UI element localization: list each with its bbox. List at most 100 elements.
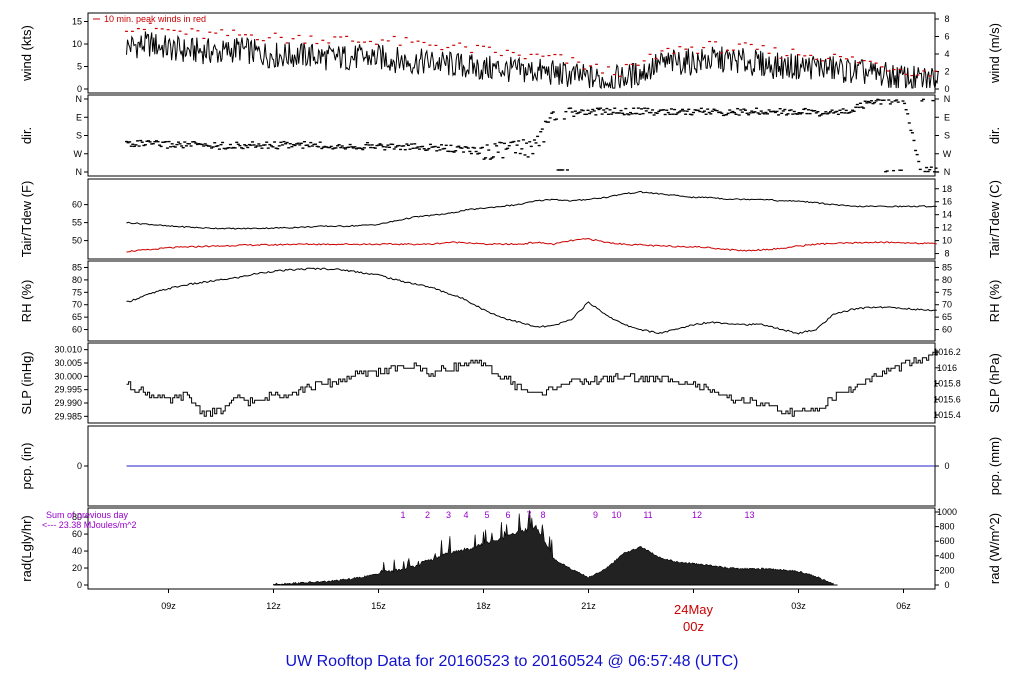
panel-frame-rad — [87, 507, 936, 590]
right-tick-label: 75 — [942, 287, 952, 297]
y-axis-label-left: Tair/Tdew (F) — [19, 181, 34, 258]
panel-frame-slp — [87, 342, 936, 424]
right-tick-label: 10 — [942, 236, 952, 246]
left-tick-label: 0 — [77, 580, 82, 590]
y-axis-label-right: dir. — [987, 127, 1002, 144]
right-tick-label: 16 — [942, 197, 952, 207]
right-tick-label: 0 — [944, 84, 949, 94]
left-tick-label: 29.990 — [54, 398, 82, 408]
hour-marker: 4 — [463, 510, 468, 520]
right-tick-label: 12 — [942, 223, 952, 233]
chart-title: UW Rooftop Data for 20160523 to 20160524… — [286, 653, 739, 670]
y-axis-label-right: rad (W/m^2) — [987, 513, 1002, 584]
right-tick-label: S — [944, 131, 950, 141]
peak-wind-note: 10 min. peak winds in red — [104, 14, 206, 24]
rh-line — [126, 267, 937, 335]
y-axis-label-left: dir. — [19, 127, 34, 144]
tair-line — [126, 190, 937, 230]
right-tick-label: N — [944, 167, 951, 177]
wind-series — [126, 31, 939, 90]
left-tick-label: 75 — [72, 287, 82, 297]
left-tick-label: 55 — [72, 218, 82, 228]
right-tick-label: 14 — [942, 210, 952, 220]
hour-marker: 8 — [540, 510, 545, 520]
time-tick-label: 03z — [791, 601, 806, 611]
right-tick-label: 2 — [944, 67, 949, 77]
y-axis-label-left: rad(Lgly/hr) — [19, 515, 34, 581]
left-tick-label: 29.985 — [54, 411, 82, 421]
left-tick-label: 85 — [72, 262, 82, 272]
y-axis-label-left: SLP (inHg) — [19, 351, 34, 414]
panel-frame-wind — [87, 12, 936, 94]
left-tick-label: 0 — [77, 84, 82, 94]
left-tick-label: E — [76, 112, 82, 122]
right-tick-label: 85 — [942, 262, 952, 272]
left-tick-label: 10 — [72, 39, 82, 49]
right-tick-label: 200 — [939, 565, 954, 575]
panel-frame-rh — [87, 260, 936, 342]
hour-marker: 2 — [425, 510, 430, 520]
rad-note-line2: <--- 23.38 MJoules/m^2 — [42, 520, 137, 530]
right-tick-label: 18 — [942, 184, 952, 194]
y-axis-label-right: wind (m/s) — [987, 23, 1002, 84]
rad-area — [273, 510, 834, 586]
y-axis-label-right: Tair/Tdew (C) — [987, 180, 1002, 258]
left-tick-label: 30.005 — [54, 358, 82, 368]
right-tick-label: 0 — [944, 461, 949, 471]
rad-note-line1: Sum of previous day — [46, 510, 129, 520]
y-axis-label-right: RH (%) — [987, 280, 1002, 323]
right-tick-label: 1015.6 — [933, 394, 961, 404]
left-tick-label: 80 — [72, 512, 82, 522]
left-tick-label: 50 — [72, 236, 82, 246]
y-axis-label-left: RH (%) — [19, 280, 34, 323]
left-tick-label: 60 — [72, 200, 82, 210]
right-tick-label: W — [943, 149, 952, 159]
y-axis-label-right: SLP (hPa) — [987, 353, 1002, 413]
right-tick-label: 1016 — [937, 363, 957, 373]
right-tick-label: 8 — [944, 14, 949, 24]
time-tick-label: 15z — [371, 601, 386, 611]
y-axis-label-left: wind (kts) — [19, 25, 34, 82]
left-tick-label: 0 — [77, 461, 82, 471]
right-tick-label: 8 — [944, 249, 949, 259]
y-axis-label-left: pcp. (in) — [19, 443, 34, 490]
left-tick-label: 30.010 — [54, 345, 82, 355]
right-tick-label: 400 — [939, 551, 954, 561]
direction-series — [125, 98, 940, 173]
left-tick-label: W — [74, 149, 83, 159]
left-tick-label: 65 — [72, 312, 82, 322]
left-tick-label: 5 — [77, 62, 82, 72]
hour-marker: 7 — [526, 510, 531, 520]
date-sub-label: 00z — [683, 619, 704, 634]
time-tick-label: 12z — [266, 601, 281, 611]
right-tick-label: 4 — [944, 49, 949, 59]
right-tick-label: 6 — [944, 32, 949, 42]
right-tick-label: 1015.4 — [933, 410, 961, 420]
right-tick-label: 65 — [942, 312, 952, 322]
panel-frame-dir — [87, 94, 936, 177]
hour-marker: 1 — [400, 510, 405, 520]
right-tick-label: N — [944, 94, 951, 104]
wind-line — [126, 31, 939, 90]
hour-marker: 3 — [446, 510, 451, 520]
left-tick-label: S — [76, 131, 82, 141]
left-tick-label: 60 — [72, 325, 82, 335]
y-axis-label-right: pcp. (mm) — [987, 437, 1002, 496]
left-tick-label: 15 — [72, 17, 82, 27]
left-tick-label: 70 — [72, 300, 82, 310]
time-tick-label: 21z — [581, 601, 596, 611]
peak-wind-series — [125, 22, 938, 77]
hour-marker: 12 — [692, 510, 702, 520]
date-label: 24May — [674, 602, 714, 617]
right-tick-label: 1015.8 — [933, 379, 961, 389]
right-tick-label: 600 — [939, 536, 954, 546]
right-tick-label: 0 — [944, 580, 949, 590]
hour-marker: 11 — [643, 510, 652, 520]
hour-marker: 13 — [744, 510, 754, 520]
right-tick-label: 1000 — [937, 507, 957, 517]
left-tick-label: 60 — [72, 529, 82, 539]
right-tick-label: 80 — [942, 275, 952, 285]
left-tick-label: 20 — [72, 563, 82, 573]
slp-line — [126, 349, 938, 417]
